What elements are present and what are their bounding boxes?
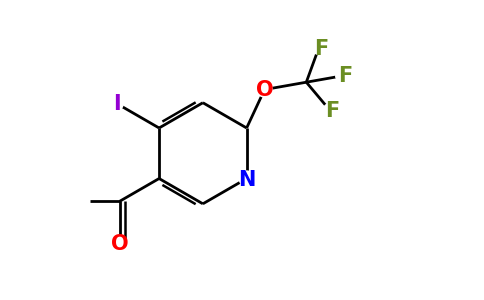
Circle shape: [313, 43, 324, 54]
Text: F: F: [314, 38, 328, 58]
Circle shape: [112, 236, 127, 251]
Text: F: F: [338, 66, 353, 86]
Text: N: N: [238, 170, 256, 190]
Circle shape: [110, 97, 123, 110]
Text: O: O: [111, 234, 128, 254]
Text: O: O: [256, 80, 273, 100]
Circle shape: [239, 171, 254, 186]
Circle shape: [323, 104, 335, 116]
Text: I: I: [113, 94, 121, 113]
Circle shape: [257, 82, 272, 97]
Text: F: F: [325, 101, 339, 121]
Circle shape: [336, 70, 348, 82]
